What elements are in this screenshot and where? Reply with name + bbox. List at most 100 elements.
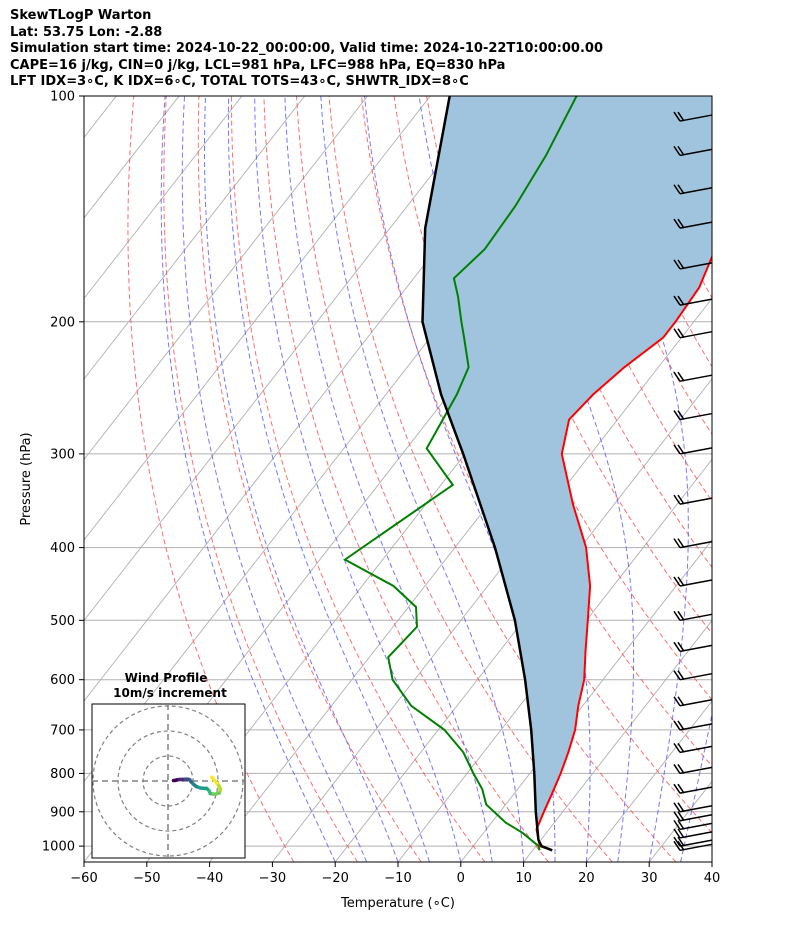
wind-barb-staff [679, 497, 713, 505]
dry-adiabat-line [491, 96, 712, 569]
wind-barb [673, 641, 713, 653]
wind-barb-flag [673, 410, 681, 420]
wind-barb-flag [673, 670, 681, 681]
wind-barb [673, 763, 713, 775]
wind-barb-flag [677, 641, 685, 652]
x-tick-label: −30 [259, 871, 286, 886]
wind-barb-flag [673, 742, 681, 753]
wind-barb-flag [677, 763, 685, 774]
wind-barb-flag [673, 494, 681, 505]
wind-barb-staff [679, 672, 713, 681]
plot-area [84, 96, 794, 862]
hodograph-plot [92, 704, 245, 858]
wind-barb [673, 259, 713, 270]
wind-barb-flag [673, 295, 681, 306]
wind-barb-flag [673, 641, 681, 652]
wind-barb [673, 670, 713, 681]
dry-adiabat-line [230, 96, 486, 862]
wind-barb-flag [673, 783, 681, 794]
wind-barb-flag [677, 696, 685, 707]
dry-adiabat-line [752, 96, 794, 862]
wind-barb-flag [677, 828, 685, 839]
wind-barb [673, 538, 713, 549]
wind-barb-flag [677, 111, 685, 122]
dry-adiabat-line [163, 96, 358, 862]
wind-barb [673, 371, 713, 382]
wind-barb [673, 576, 713, 587]
dewpoint-profile-line [343, 96, 578, 851]
isotherm-line [586, 700, 712, 862]
wind-barb-flag [673, 610, 681, 621]
wind-barb-flag [677, 610, 685, 621]
moist-adiabat-line [488, 96, 635, 862]
wind-barb-flag [677, 295, 685, 306]
isotherm-line [84, 96, 368, 461]
wind-barb-flag [677, 819, 685, 830]
x-tick-label: 0 [457, 871, 465, 886]
time-line: Simulation start time: 2024-10-22_00:00:… [10, 41, 603, 57]
wind-barb [673, 328, 713, 339]
y-tick-label: 300 [50, 447, 75, 462]
wind-barb [673, 184, 713, 195]
cape-shaded-area [422, 96, 712, 851]
wind-barb-staff [679, 822, 713, 831]
wind-barb-staff [679, 843, 713, 852]
wind-barb-flag [677, 259, 685, 270]
wind-barb-flag [673, 840, 681, 851]
x-tick-label: −10 [384, 871, 411, 886]
indices-line: LFT IDX=3∘C, K IDX=6∘C, TOTAL TOTS=43∘C,… [10, 74, 469, 90]
wind-barb-flag [677, 836, 685, 847]
wind-barb-flag [673, 111, 681, 122]
dry-adiabat-line [127, 96, 295, 862]
dry-adiabat-line [426, 96, 712, 701]
x-tick-label: −40 [196, 871, 223, 886]
moist-adiabat-line [320, 96, 525, 862]
wind-barb-flag [673, 811, 681, 822]
wind-barb-staff [679, 813, 713, 822]
wind-barb-flag [677, 218, 685, 229]
wind-barb [673, 218, 713, 229]
y-tick-label: 900 [50, 805, 75, 820]
wind-barb-flag [673, 371, 681, 382]
location-line: Lat: 53.75 Lon: -2.88 [10, 24, 163, 40]
wind-barb-flag [677, 444, 685, 455]
x-axis-label: Temperature (∘C) [340, 896, 455, 911]
isotherm-line [84, 96, 306, 380]
y-tick-label: 600 [50, 673, 75, 688]
wind-barb [673, 819, 713, 831]
wind-barb-flag [677, 670, 685, 681]
wind-barb-flag [673, 259, 681, 270]
wind-barb-flag [677, 538, 685, 549]
wind-barb-staff [679, 766, 713, 775]
wind-barb-flag [677, 494, 685, 505]
dry-adiabat-line [361, 96, 712, 834]
wind-barb-staff [679, 540, 713, 549]
y-tick-label: 1000 [42, 840, 75, 855]
x-tick-label: 10 [515, 871, 532, 886]
wind-barb [673, 720, 713, 731]
isotherm-line [272, 297, 712, 862]
parcel-profile-line [421, 96, 553, 852]
isotherm-line [84, 96, 243, 300]
moist-adiabat-line [181, 96, 368, 862]
wind-barb-flag [673, 444, 681, 455]
wind-barb-flag [673, 184, 681, 195]
wind-barb-staff [679, 699, 713, 707]
moist-adiabat-line [227, 96, 430, 862]
wind-barb-flag [677, 410, 685, 420]
wind-barb-flag [673, 696, 681, 707]
wind-barb [673, 145, 713, 157]
wind-barb-flag [677, 811, 685, 822]
dry-adiabat-line [263, 96, 549, 862]
wind-barb-flag [677, 576, 685, 587]
wind-barb-flag [673, 763, 681, 774]
moist-adiabat-line [204, 96, 399, 862]
wind-barb-staff [679, 298, 713, 306]
wind-barb-staff [679, 447, 713, 455]
wind-barb-flag [673, 218, 681, 229]
wind-barb-flag [677, 783, 685, 794]
wind-barb-flag [677, 184, 685, 195]
wind-barb-staff [679, 114, 713, 122]
wind-barb-staff [679, 839, 713, 847]
